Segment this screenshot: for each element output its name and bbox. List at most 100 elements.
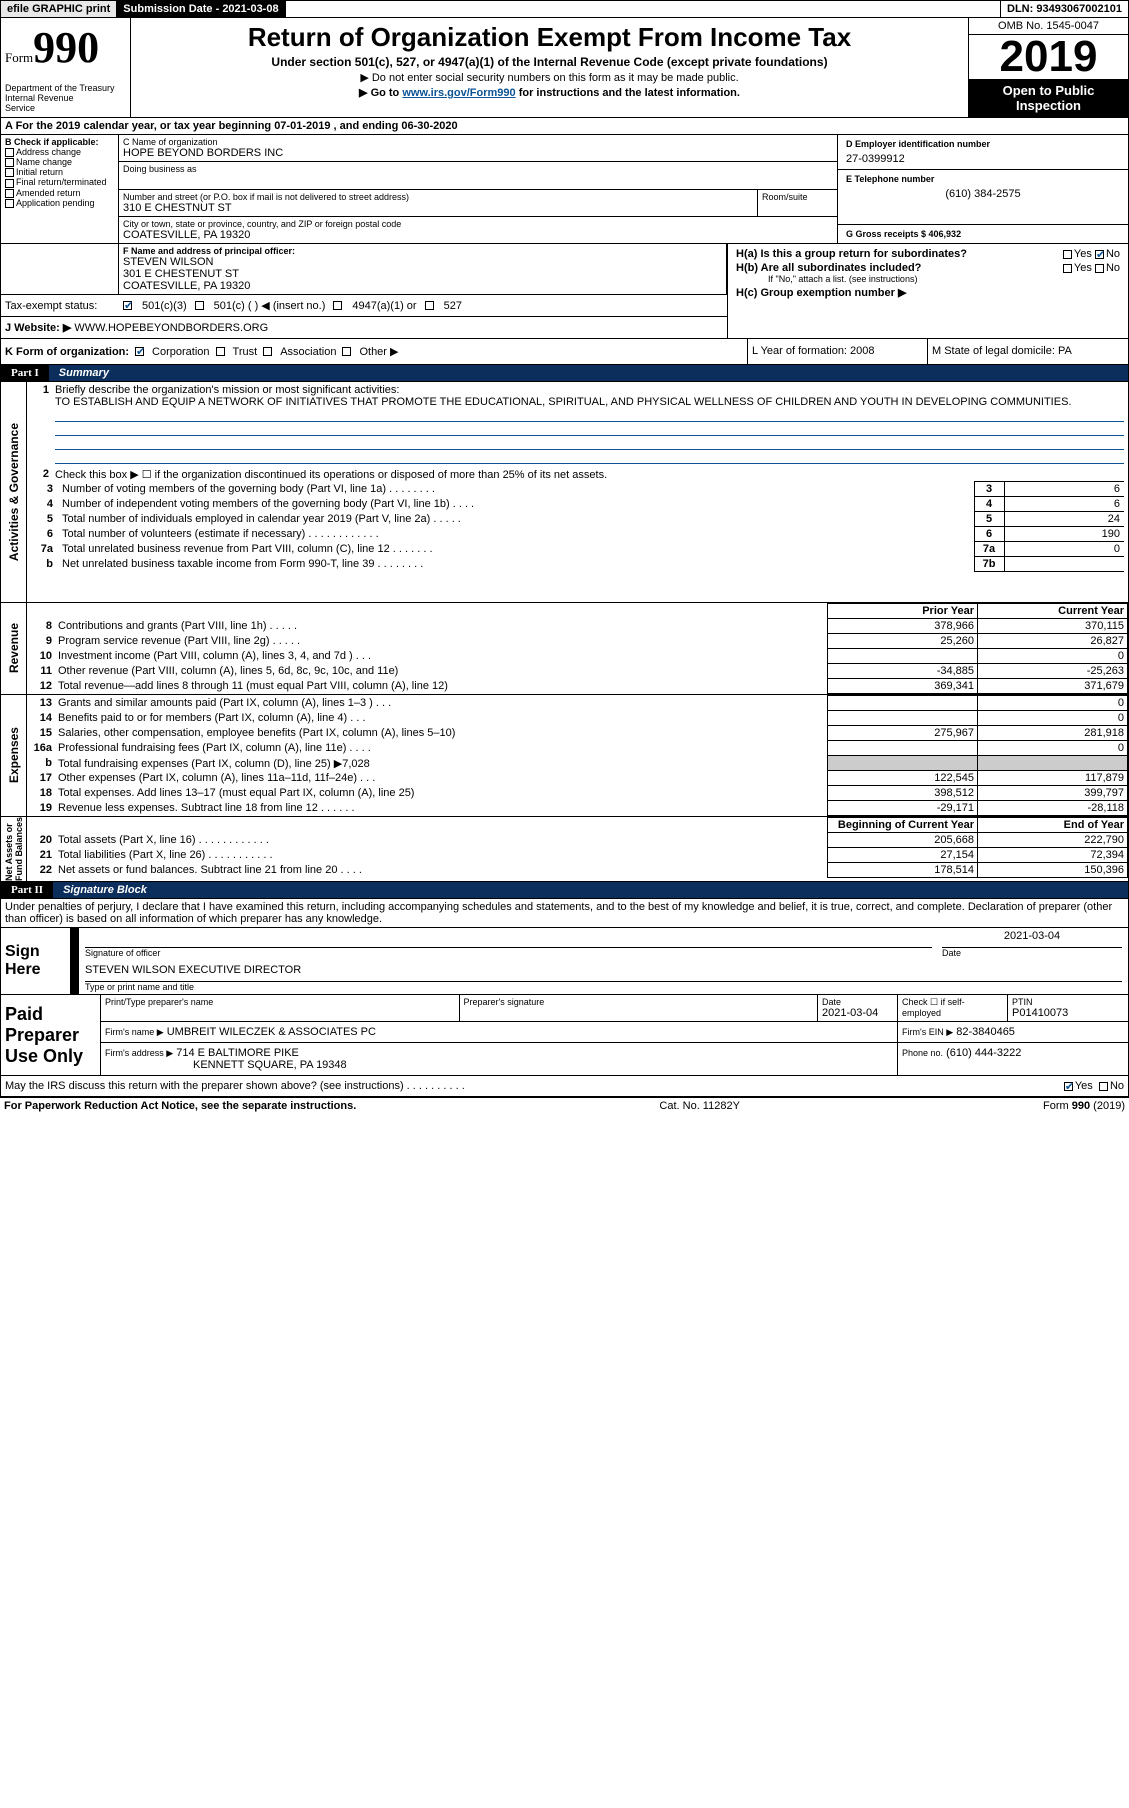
page-footer: For Paperwork Reduction Act Notice, see … xyxy=(0,1097,1129,1114)
paid-preparer-block: Paid Preparer Use Only Print/Type prepar… xyxy=(0,995,1129,1076)
ha-yes-checkbox[interactable] xyxy=(1063,250,1072,259)
fin-line: 18Total expenses. Add lines 13–17 (must … xyxy=(27,786,1128,801)
trust-checkbox[interactable] xyxy=(216,347,225,356)
ha-no: No xyxy=(1106,248,1120,260)
boxb-option[interactable]: Name change xyxy=(5,157,114,167)
501c3-checkbox[interactable] xyxy=(123,301,132,310)
pp-date-label: Date xyxy=(822,997,893,1007)
org-name: HOPE BEYOND BORDERS INC xyxy=(123,147,833,159)
fin-line: 9Program service revenue (Part VIII, lin… xyxy=(27,634,1128,649)
boxb-option[interactable]: Application pending xyxy=(5,198,114,208)
line-a-row: A For the 2019 calendar year, or tax yea… xyxy=(0,118,1129,135)
officer-addr1: 301 E CHESTENUT ST xyxy=(123,268,722,280)
h-b-label: H(b) Are all subordinates included? xyxy=(736,262,1063,274)
city-state-zip: COATESVILLE, PA 19320 xyxy=(123,229,833,241)
ha-no-checkbox[interactable] xyxy=(1095,250,1104,259)
website-label: J Website: ▶ xyxy=(5,322,71,334)
fin-line: 8Contributions and grants (Part VIII, li… xyxy=(27,619,1128,634)
form-note1: ▶ Do not enter social security numbers o… xyxy=(139,71,960,84)
4947-checkbox[interactable] xyxy=(333,301,342,310)
ag-line: 6Total number of volunteers (estimate if… xyxy=(31,527,1124,542)
hb-no: No xyxy=(1106,262,1120,274)
mission-text: TO ESTABLISH AND EQUIP A NETWORK OF INIT… xyxy=(55,396,1124,408)
discuss-yes: Yes xyxy=(1075,1080,1093,1092)
discuss-yes-checkbox[interactable] xyxy=(1064,1082,1073,1091)
box-h: H(a) Is this a group return for subordin… xyxy=(728,244,1128,338)
part2-tag: Part II xyxy=(1,882,53,898)
other-checkbox[interactable] xyxy=(342,347,351,356)
corp-checkbox[interactable] xyxy=(135,347,144,356)
fh-block: F Name and address of principal officer:… xyxy=(0,244,1129,339)
fin-line: 21Total liabilities (Part X, line 26) . … xyxy=(27,848,1128,863)
fin-line: 11Other revenue (Part VIII, column (A), … xyxy=(27,664,1128,679)
501c-checkbox[interactable] xyxy=(195,301,204,310)
tab-netassets: Net Assets or Fund Balances xyxy=(1,817,27,881)
form990-link[interactable]: www.irs.gov/Form990 xyxy=(402,87,515,99)
fin-line: 10Investment income (Part VIII, column (… xyxy=(27,649,1128,664)
dba-label: Doing business as xyxy=(123,164,833,174)
firm-phone-label: Phone no. xyxy=(902,1048,943,1058)
fin-line: 19Revenue less expenses. Subtract line 1… xyxy=(27,801,1128,816)
form-number: Form990 xyxy=(5,22,126,73)
box-k: K Form of organization: Corporation Trus… xyxy=(1,339,748,364)
form-header: Form990 Department of the Treasury Inter… xyxy=(0,18,1129,118)
box-c: C Name of organization HOPE BEYOND BORDE… xyxy=(119,135,838,243)
boxb-option[interactable]: Initial return xyxy=(5,167,114,177)
exp-table: 13Grants and similar amounts paid (Part … xyxy=(27,695,1128,816)
sig-date-value: 2021-03-04 xyxy=(942,930,1122,948)
discuss-no-checkbox[interactable] xyxy=(1099,1082,1108,1091)
fin-line: bTotal fundraising expenses (Part IX, co… xyxy=(27,756,1128,771)
part1-bar: Part I Summary xyxy=(0,365,1129,382)
paid-preparer-label: Paid Preparer Use Only xyxy=(1,995,101,1075)
hb-yes-checkbox[interactable] xyxy=(1063,264,1072,273)
ptin-value: P01410073 xyxy=(1012,1007,1124,1019)
box-m: M State of legal domicile: PA xyxy=(928,339,1128,364)
box-f: F Name and address of principal officer:… xyxy=(119,244,727,294)
addr-label: Number and street (or P.O. box if mail i… xyxy=(123,192,753,202)
boxb-option[interactable]: Address change xyxy=(5,147,114,157)
top-bar: efile GRAPHIC print Submission Date - 20… xyxy=(0,0,1129,18)
part1-tag: Part I xyxy=(1,365,49,381)
4947-label: 4947(a)(1) or xyxy=(352,300,416,312)
fin-line: 20Total assets (Part X, line 16) . . . .… xyxy=(27,833,1128,848)
net-content: Beginning of Current YearEnd of Year20To… xyxy=(27,817,1128,881)
ag-line: 5Total number of individuals employed in… xyxy=(31,512,1124,527)
tab-net-label: Net Assets or Fund Balances xyxy=(4,817,24,881)
part1-title: Summary xyxy=(49,365,1128,381)
ag-line: bNet unrelated business taxable income f… xyxy=(31,557,1124,572)
ag-line: 4Number of independent voting members of… xyxy=(31,497,1124,512)
fin-line: 14Benefits paid to or for members (Part … xyxy=(27,711,1128,726)
box-l: L Year of formation: 2008 xyxy=(748,339,928,364)
footer-mid: Cat. No. 11282Y xyxy=(659,1100,740,1112)
box-deg: D Employer identification number 27-0399… xyxy=(838,135,1128,243)
firm-addr-label: Firm's address ▶ xyxy=(105,1048,173,1058)
website-value: WWW.HOPEBEYONDBORDERS.ORG xyxy=(74,322,268,334)
box-j: J Website: ▶ WWW.HOPEBEYONDBORDERS.ORG xyxy=(1,316,727,338)
efile-label[interactable]: efile GRAPHIC print xyxy=(1,1,117,17)
ein-label: D Employer identification number xyxy=(846,139,1120,149)
line2-text: Check this box ▶ ☐ if the organization d… xyxy=(55,468,1124,481)
part2-title: Signature Block xyxy=(53,882,1128,898)
line-a: A For the 2019 calendar year, or tax yea… xyxy=(1,118,1128,134)
firm-ein-label: Firm's EIN ▶ xyxy=(902,1027,953,1037)
pp-name-label: Print/Type preparer's name xyxy=(105,997,455,1007)
sig-date-label: Date xyxy=(942,948,1122,958)
footer-left: For Paperwork Reduction Act Notice, see … xyxy=(4,1100,356,1112)
firm-name-label: Firm's name ▶ xyxy=(105,1027,164,1037)
fin-line: 16aProfessional fundraising fees (Part I… xyxy=(27,741,1128,756)
firm-ein: 82-3840465 xyxy=(956,1026,1015,1038)
hb-no-checkbox[interactable] xyxy=(1095,264,1104,273)
declaration-row: Under penalties of perjury, I declare th… xyxy=(0,899,1129,928)
tax-exempt-label: Tax-exempt status: xyxy=(5,300,115,312)
boxb-option[interactable]: Final return/terminated xyxy=(5,177,114,187)
box-b-label: B Check if applicable: xyxy=(5,137,114,147)
officer-sig-label: Signature of officer xyxy=(85,948,932,958)
assoc-checkbox[interactable] xyxy=(263,347,272,356)
expenses-block: Expenses 13Grants and similar amounts pa… xyxy=(0,695,1129,817)
527-checkbox[interactable] xyxy=(425,301,434,310)
firm-addr1: 714 E BALTIMORE PIKE xyxy=(176,1047,299,1059)
officer-sig-line[interactable] xyxy=(85,930,932,948)
fin-line: 22Net assets or fund balances. Subtract … xyxy=(27,863,1128,878)
boxb-option[interactable]: Amended return xyxy=(5,188,114,198)
box-k-label: K Form of organization: xyxy=(5,346,129,358)
